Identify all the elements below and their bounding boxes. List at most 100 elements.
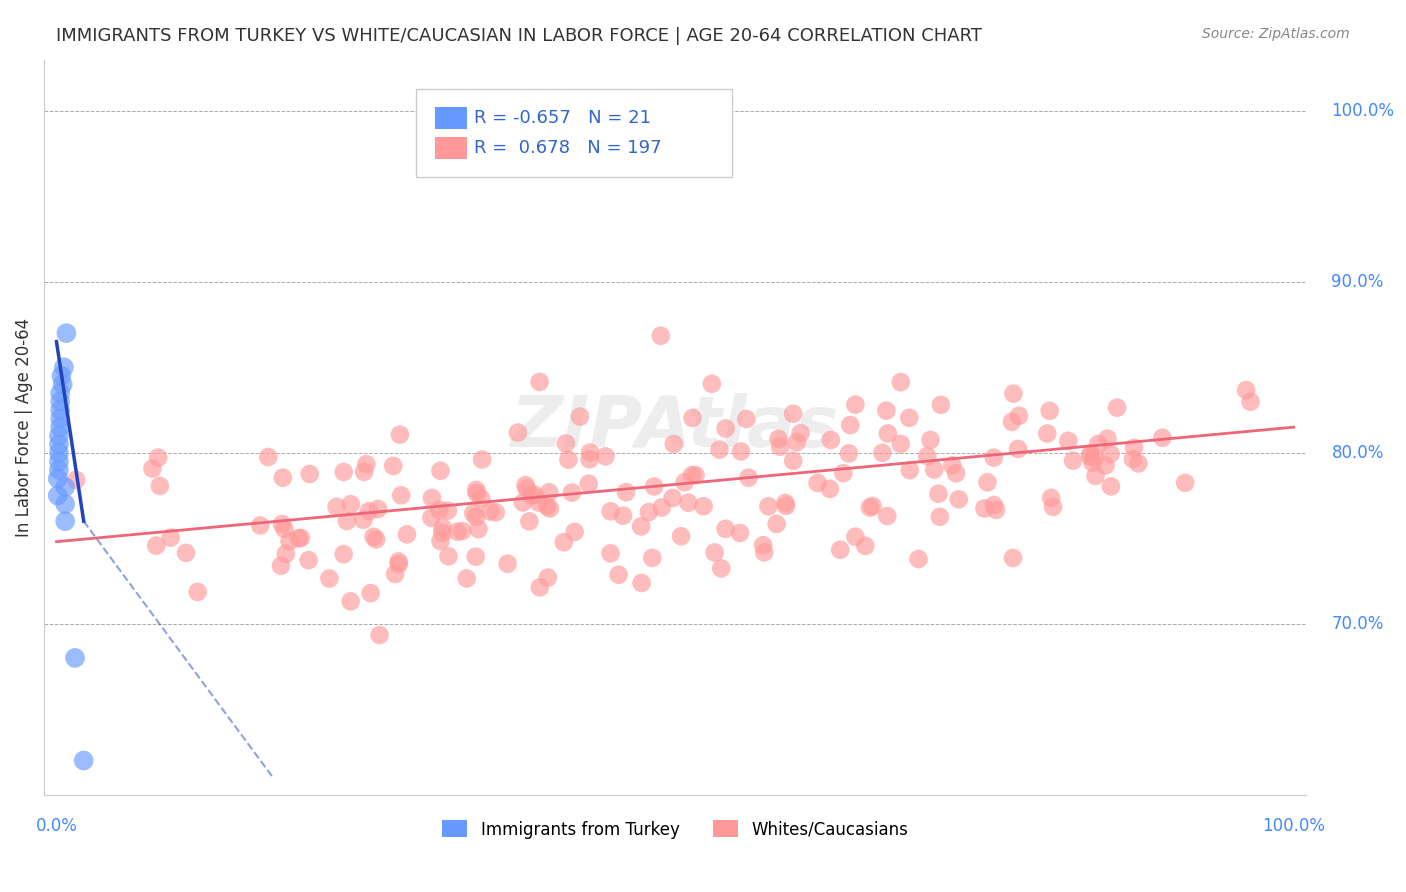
- Point: [1087, 437, 1109, 451]
- Point: [568, 409, 591, 424]
- Point: [898, 463, 921, 477]
- Point: [1107, 401, 1129, 415]
- Text: 0.0%: 0.0%: [35, 817, 77, 835]
- Point: [465, 509, 488, 524]
- Point: [928, 509, 950, 524]
- Point: [595, 450, 617, 464]
- Text: Source: ZipAtlas.com: Source: ZipAtlas.com: [1202, 27, 1350, 41]
- Point: [456, 571, 478, 585]
- Legend: Immigrants from Turkey, Whites/Caucasians: Immigrants from Turkey, Whites/Caucasian…: [436, 814, 915, 846]
- Point: [145, 539, 167, 553]
- Point: [714, 522, 737, 536]
- Point: [735, 412, 758, 426]
- Point: [752, 538, 775, 552]
- Point: [786, 435, 808, 450]
- Point: [830, 542, 852, 557]
- Point: [332, 465, 354, 479]
- Text: 100.0%: 100.0%: [1263, 817, 1326, 835]
- Point: [451, 524, 474, 538]
- Point: [1097, 432, 1119, 446]
- Point: [872, 446, 894, 460]
- Text: IMMIGRANTS FROM TURKEY VS WHITE/CAUCASIAN IN LABOR FORCE | AGE 20-64 CORRELATION: IMMIGRANTS FROM TURKEY VS WHITE/CAUCASIA…: [56, 27, 983, 45]
- Point: [48, 446, 70, 460]
- Point: [1084, 469, 1107, 483]
- Point: [1078, 450, 1101, 464]
- Point: [637, 505, 659, 519]
- Point: [48, 454, 70, 468]
- Point: [523, 488, 546, 502]
- Point: [270, 558, 292, 573]
- Point: [63, 651, 86, 665]
- Point: [839, 418, 862, 433]
- Point: [682, 411, 704, 425]
- Point: [384, 566, 406, 581]
- Point: [51, 368, 73, 383]
- Point: [754, 545, 776, 559]
- Point: [357, 504, 380, 518]
- Point: [1080, 446, 1102, 460]
- Point: [681, 468, 703, 483]
- Point: [52, 360, 75, 375]
- Point: [257, 450, 280, 464]
- Point: [325, 500, 347, 514]
- Point: [1152, 431, 1174, 445]
- Point: [367, 502, 389, 516]
- Point: [1081, 456, 1104, 470]
- Point: [49, 403, 72, 417]
- Point: [578, 476, 600, 491]
- Point: [538, 501, 561, 516]
- Point: [1039, 403, 1062, 417]
- Point: [529, 580, 551, 594]
- Point: [941, 458, 963, 473]
- Point: [890, 375, 912, 389]
- Point: [271, 470, 294, 484]
- Point: [65, 473, 87, 487]
- Point: [807, 475, 830, 490]
- Point: [564, 524, 586, 539]
- Point: [927, 487, 949, 501]
- Point: [983, 498, 1005, 512]
- Point: [737, 470, 759, 484]
- Point: [287, 531, 309, 545]
- Point: [148, 450, 170, 465]
- Point: [557, 452, 579, 467]
- Point: [48, 428, 70, 442]
- Point: [1001, 415, 1024, 429]
- Point: [709, 442, 731, 457]
- Point: [614, 485, 637, 500]
- Point: [714, 421, 737, 435]
- Point: [429, 464, 451, 478]
- Point: [527, 495, 550, 509]
- Point: [49, 394, 72, 409]
- Point: [703, 545, 725, 559]
- Point: [520, 488, 543, 502]
- Point: [890, 437, 912, 451]
- Point: [420, 510, 443, 524]
- Point: [48, 437, 70, 451]
- Point: [1099, 479, 1122, 493]
- Point: [271, 516, 294, 531]
- Point: [420, 491, 443, 505]
- Point: [661, 491, 683, 505]
- Text: R =  0.678   N = 197: R = 0.678 N = 197: [474, 139, 662, 157]
- Point: [651, 500, 673, 515]
- Point: [862, 499, 884, 513]
- Point: [536, 500, 558, 514]
- Point: [782, 407, 804, 421]
- Point: [730, 444, 752, 458]
- Point: [673, 475, 696, 490]
- Point: [789, 426, 811, 441]
- Point: [53, 514, 76, 528]
- Point: [641, 550, 664, 565]
- Point: [922, 462, 945, 476]
- Point: [765, 516, 787, 531]
- Text: R = -0.657   N = 21: R = -0.657 N = 21: [474, 110, 651, 128]
- Point: [470, 491, 492, 506]
- Point: [352, 513, 374, 527]
- Point: [437, 503, 460, 517]
- Point: [599, 546, 621, 560]
- Point: [875, 403, 897, 417]
- Text: 100.0%: 100.0%: [1331, 102, 1395, 120]
- Point: [278, 534, 301, 549]
- Point: [820, 433, 842, 447]
